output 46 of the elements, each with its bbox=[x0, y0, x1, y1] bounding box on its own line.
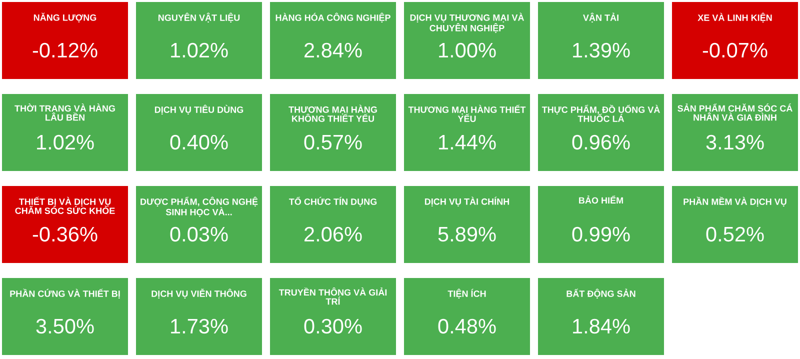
data-label: 2.84% bbox=[304, 42, 362, 58]
category-label: NGUYÊN VẬT LIỆU bbox=[158, 12, 240, 22]
category-label: DƯỢC PHẨM, CÔNG NGHỆ SINH HỌC VÀ... bbox=[140, 196, 258, 217]
category-label: PHẦN CỨNG VÀ THIẾT BỊ bbox=[10, 288, 120, 298]
data-label: -0.12% bbox=[32, 42, 98, 58]
data-label: 0.52% bbox=[706, 226, 764, 242]
data-label: 5.89% bbox=[438, 226, 496, 242]
category-label: BẤT ĐỘNG SẢN bbox=[566, 288, 636, 298]
category-label: DỊCH VỤ VIỄN THÔNG bbox=[152, 288, 246, 298]
category-label: DỊCH VỤ TÀI CHÍNH bbox=[424, 196, 510, 206]
data-label: 0.96% bbox=[572, 134, 630, 150]
category-label: HÀNG HÓA CÔNG NGHIỆP bbox=[276, 12, 390, 22]
category-label: THƯƠNG MẠI HÀNG KHÔNG THIẾT YẾU bbox=[288, 104, 377, 122]
category-label: XE VÀ LINH KIỆN bbox=[698, 12, 772, 22]
data-label: 1.02% bbox=[37, 134, 94, 150]
category-label: THIẾT BỊ VÀ DỊCH VỤ CHĂM SÓC SỨC KHỎE bbox=[15, 196, 115, 214]
data-label: 1.00% bbox=[439, 42, 496, 58]
category-label: TỔ CHỨC TÍN DỤNG bbox=[288, 196, 377, 206]
data-label: 1.44% bbox=[439, 134, 496, 150]
category-label: THƯƠNG MẠI HÀNG THIẾT YẾU bbox=[408, 104, 526, 122]
category-label: PHẦN MỀM VÀ DỊCH VỤ bbox=[684, 196, 786, 206]
category-label: THỰC PHẨM, ĐỒ UỐNG VÀ THUỐC LÁ bbox=[542, 104, 660, 122]
data-label: 1.84% bbox=[573, 318, 630, 334]
category-label: NĂNG LƯỢNG bbox=[34, 12, 96, 22]
category-label: DỊCH VỤ THƯƠNG MẠI VÀ CHUYÊN NGHIỆP bbox=[410, 12, 524, 33]
category-label: TRUYỀN THÔNG VÀ GIẢI TRÍ bbox=[278, 287, 387, 305]
data-label: 0.30% bbox=[304, 318, 362, 334]
data-label: 0.57% bbox=[304, 134, 362, 150]
data-label: 0.99% bbox=[572, 226, 630, 242]
data-label: 1.73% bbox=[171, 318, 228, 334]
data-label: 3.50% bbox=[36, 318, 94, 334]
data-label: -0.07% bbox=[702, 42, 768, 58]
data-label: 2.06% bbox=[304, 226, 362, 242]
category-label: SẢN PHẨM CHĂM SÓC CÁ NHÂN VÀ GIA ĐÌNH bbox=[678, 103, 792, 121]
category-label: DỊCH VỤ TIÊU DÙNG bbox=[154, 104, 244, 114]
category-label: BẢO HIỂM bbox=[579, 195, 623, 204]
category-label: VẬN TẢI bbox=[583, 12, 618, 22]
data-label: 0.03% bbox=[170, 226, 228, 242]
data-label: 0.48% bbox=[438, 318, 496, 334]
data-label: 1.02% bbox=[171, 42, 228, 58]
category-label: THỜI TRANG VÀ HÀNG LÂU BỀN bbox=[14, 104, 115, 121]
data-label: 1.39% bbox=[573, 42, 630, 58]
data-label: 0.40% bbox=[170, 134, 228, 150]
category-label: TIỆN ÍCH bbox=[448, 288, 486, 298]
data-label: 3.13% bbox=[706, 134, 764, 150]
data-label: -0.36% bbox=[32, 226, 98, 242]
